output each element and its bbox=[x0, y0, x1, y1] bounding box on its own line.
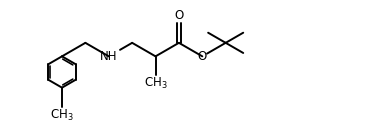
Text: CH$_3$: CH$_3$ bbox=[144, 76, 167, 91]
Text: O: O bbox=[174, 9, 184, 22]
Text: CH$_3$: CH$_3$ bbox=[50, 108, 74, 123]
Text: NH: NH bbox=[100, 50, 118, 63]
Text: O: O bbox=[197, 50, 207, 63]
